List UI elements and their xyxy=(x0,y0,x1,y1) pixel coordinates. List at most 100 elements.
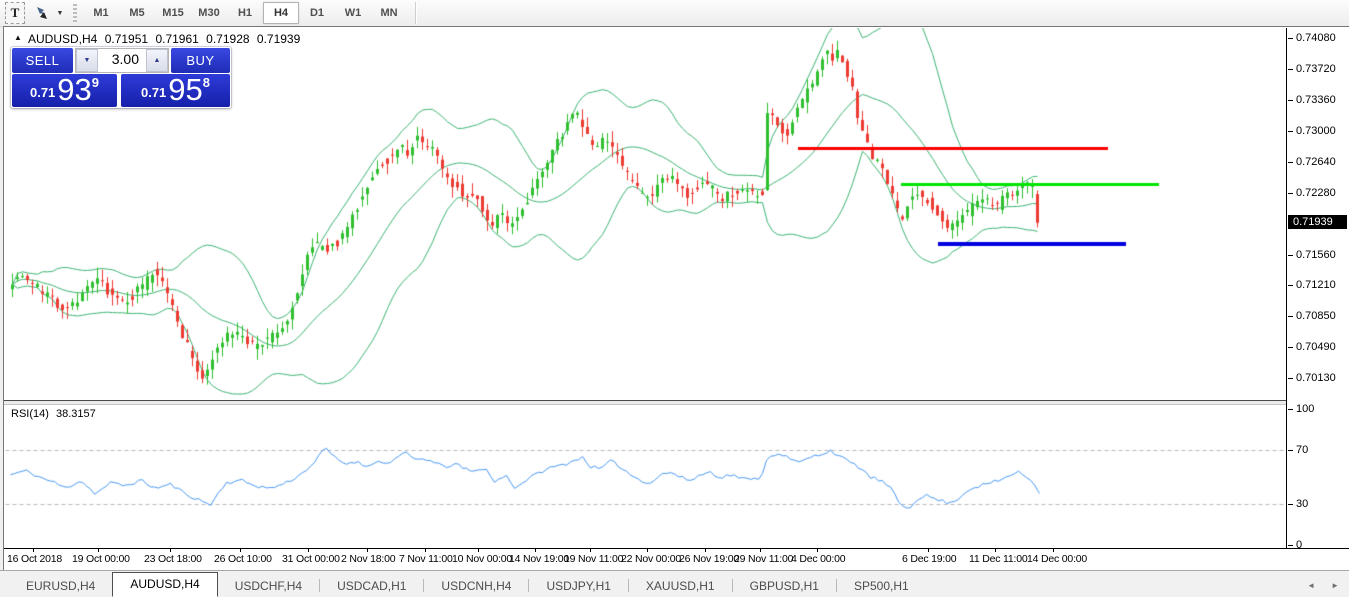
tab-scroll-left-icon[interactable]: ◄ xyxy=(1307,581,1316,590)
volume-increase-button[interactable]: ▲ xyxy=(146,49,168,72)
time-axis-label: 16 Oct 2018 xyxy=(7,553,63,565)
tab-separator xyxy=(627,579,629,592)
sell-button-label: SELL xyxy=(25,53,60,68)
rsi-axis-label: 100 xyxy=(1287,403,1315,415)
tab-separator xyxy=(731,579,733,592)
time-axis-label: 4 Dec 00:00 xyxy=(791,553,846,565)
chart-title: AUDUSD,H4 0.71951 0.71961 0.71928 0.7193… xyxy=(28,32,304,46)
timeframe-button-w1[interactable]: W1 xyxy=(344,7,362,19)
buy-price-pip: 8 xyxy=(202,75,211,90)
price-axis-label: 0.70130 xyxy=(1288,371,1336,384)
time-axis-label: 26 Oct 10:00 xyxy=(214,553,272,565)
rsi-label: RSI(14) 38.3157 xyxy=(11,408,100,420)
time-axis-label: 19 Nov 11:00 xyxy=(564,553,624,565)
time-axis-label: 7 Nov 11:00 xyxy=(399,553,453,565)
time-axis-tick xyxy=(425,549,426,552)
timeframe-button-m30[interactable]: M30 xyxy=(198,7,220,19)
tab-usdjpy-h1[interactable]: USDJPY,H1 xyxy=(546,579,611,593)
time-axis-tick xyxy=(478,549,479,552)
time-axis-tick xyxy=(995,549,996,552)
time-axis-label: 14 Dec 00:00 xyxy=(1027,553,1088,565)
buy-button[interactable]: BUY xyxy=(171,48,230,73)
time-axis-tick xyxy=(367,549,368,552)
pane-divider[interactable] xyxy=(4,400,1349,405)
timeframe-button-m1[interactable]: M1 xyxy=(93,7,109,19)
time-axis-tick xyxy=(590,549,591,552)
timeframe-button-h1[interactable]: H1 xyxy=(237,7,253,19)
tab-usdcnh-h4[interactable]: USDCNH,H4 xyxy=(441,579,512,593)
timeframe-button-d1[interactable]: D1 xyxy=(309,7,325,19)
tab-usdchf-h4[interactable]: USDCHF,H4 xyxy=(234,579,303,593)
time-axis-label: 6 Dec 19:00 xyxy=(902,553,957,565)
sell-price-button[interactable]: 0.71 93 9 xyxy=(12,74,117,107)
price-axis-label: 0.73720 xyxy=(1288,62,1336,75)
time-axis-tick xyxy=(1053,549,1054,552)
sell-price-pip: 9 xyxy=(91,75,100,90)
tab-scroll-controls: ◄ ► xyxy=(1307,581,1339,590)
tab-gbpusd-h1[interactable]: GBPUSD,H1 xyxy=(749,579,819,593)
tab-audusd-h4[interactable]: AUDUSD,H4 xyxy=(112,572,218,597)
price-axis-label: 0.71210 xyxy=(1288,279,1336,292)
time-axis-label: 22 Nov 00:00 xyxy=(621,553,682,565)
sell-button[interactable]: SELL xyxy=(12,48,73,73)
timeframe-button-m5[interactable]: M5 xyxy=(129,7,145,19)
sell-price-prefix: 0.71 xyxy=(29,85,56,100)
price-axis-label: 0.73360 xyxy=(1288,93,1336,106)
trade-panel-collapse-icon[interactable]: ▲ xyxy=(14,33,22,42)
one-click-trade-panel: SELL ▼ 3.00 ▲ BUY 0.71 93 9 0.71 95 8 xyxy=(11,47,231,108)
ohlc-high: 0.71961 xyxy=(155,32,199,46)
time-axis-label: 10 Nov 00:00 xyxy=(452,553,513,565)
rsi-axis-label: 30 xyxy=(1287,498,1309,511)
price-axis-label: 0.74080 xyxy=(1288,31,1336,44)
top-toolbar: T ▼ M1 M5 M15 M30 H1 H4 D1 W1 MN xyxy=(0,0,1349,27)
rsi-canvas[interactable] xyxy=(5,405,1286,548)
sell-price-main: 93 xyxy=(57,72,92,107)
time-axis-label: 19 Oct 00:00 xyxy=(72,553,130,565)
price-axis-label: 0.73000 xyxy=(1288,124,1336,137)
price-axis-label: 0.70490 xyxy=(1288,341,1336,353)
timeframe-button-m15[interactable]: M15 xyxy=(162,7,184,19)
toolbar-drag-handle xyxy=(73,4,77,22)
time-axis-label: 2 Nov 18:00 xyxy=(341,553,396,565)
buy-button-label: BUY xyxy=(186,53,215,68)
price-axis-label: 0.72640 xyxy=(1288,155,1336,168)
rsi-indicator-area[interactable] xyxy=(5,405,1286,548)
tool-dropdown-caret-icon[interactable]: ▼ xyxy=(56,9,64,17)
rsi-axis-label: 70 xyxy=(1287,443,1309,456)
current-price-tag: 0.71939 xyxy=(1288,215,1347,230)
price-axis-line xyxy=(1286,28,1287,569)
ohlc-close: 0.71939 xyxy=(256,32,301,46)
time-axis-label: 14 Nov 19:00 xyxy=(509,553,570,565)
rsi-value: 38.3157 xyxy=(55,408,96,420)
arrows-tool-icon[interactable] xyxy=(31,3,53,23)
tab-sp500-h1[interactable]: SP500,H1 xyxy=(853,579,909,593)
ohlc-low: 0.71928 xyxy=(206,32,250,46)
buy-price-button[interactable]: 0.71 95 8 xyxy=(121,74,230,107)
text-label-tool-icon[interactable]: T xyxy=(5,2,25,24)
time-axis-tick xyxy=(33,549,34,552)
chart-window: ▲ AUDUSD,H4 0.71951 0.71961 0.71928 0.71… xyxy=(3,26,1349,571)
chart-symbol-timeframe: AUDUSD,H4 xyxy=(28,32,98,46)
time-axis[interactable]: 16 Oct 2018 19 Oct 00:00 23 Oct 18:00 26 Oc… xyxy=(4,548,1349,570)
timeframe-button-mn[interactable]: MN xyxy=(380,7,398,19)
time-axis-label: 29 Nov 11:00 xyxy=(734,553,794,565)
tab-eurusd-h4[interactable]: EURUSD,H4 xyxy=(26,579,96,593)
time-axis-label: 23 Oct 18:00 xyxy=(144,553,202,565)
time-axis-label: 26 Nov 19:00 xyxy=(679,553,740,565)
timeframe-button-h4[interactable]: H4 xyxy=(263,2,299,24)
tab-xauusd-h1[interactable]: XAUUSD,H1 xyxy=(645,579,715,593)
time-axis-tick xyxy=(705,549,706,552)
time-axis-tick xyxy=(928,549,929,552)
time-axis-tick xyxy=(647,549,648,552)
rsi-name: RSI(14) xyxy=(11,408,49,420)
time-axis-tick xyxy=(240,549,241,552)
buy-price-main: 95 xyxy=(168,72,203,107)
price-axis[interactable]: 0.71939 0.74080 0.73720 0.73360 0.73000 0.72… xyxy=(1287,28,1349,569)
tab-separator xyxy=(835,579,837,592)
tab-usdcad-h1[interactable]: USDCAD,H1 xyxy=(337,579,407,593)
volume-field: ▼ 3.00 ▲ xyxy=(75,48,169,73)
volume-value[interactable]: 3.00 xyxy=(111,51,139,67)
volume-decrease-button[interactable]: ▼ xyxy=(76,49,98,72)
tab-scroll-right-icon[interactable]: ► xyxy=(1331,581,1339,590)
